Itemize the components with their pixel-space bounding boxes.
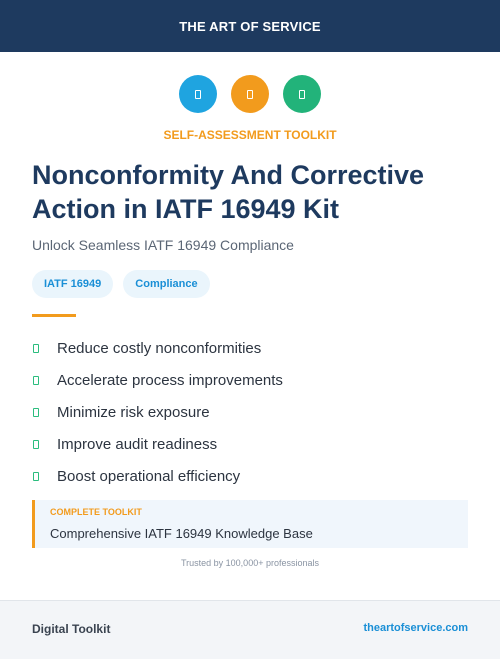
document-icon — [283, 75, 321, 113]
benefit-list: Reduce costly nonconformities Accelerate… — [32, 332, 472, 492]
list-item: Accelerate process improvements — [32, 364, 472, 396]
footer-link[interactable]: theartofservice.com — [363, 622, 468, 634]
list-item: Improve audit readiness — [32, 428, 472, 460]
benefit-label: Boost operational efficiency — [57, 467, 241, 485]
footer-label: Digital Toolkit — [32, 622, 111, 636]
callout-text: Comprehensive IATF 16949 Knowledge Base — [50, 526, 313, 541]
header-bar: THE ART OF SERVICE — [0, 0, 500, 52]
benefit-label: Minimize risk exposure — [57, 403, 210, 421]
icon-row — [0, 75, 500, 113]
benefit-label: Reduce costly nonconformities — [57, 339, 262, 357]
check-icon — [33, 343, 39, 353]
check-icon — [33, 439, 39, 449]
subtitle: Unlock Seamless IATF 16949 Compliance — [32, 237, 294, 253]
list-item: Boost operational efficiency — [32, 460, 472, 492]
accent-divider — [32, 314, 76, 317]
tag-iatf[interactable]: IATF 16949 — [32, 270, 114, 298]
list-item: Reduce costly nonconformities — [32, 332, 472, 364]
tag-list: IATF 16949 Compliance — [32, 270, 210, 298]
list-item: Minimize risk exposure — [32, 396, 472, 428]
check-icon — [33, 407, 39, 417]
tag-compliance[interactable]: Compliance — [123, 270, 210, 298]
footer-bar: Digital Toolkit theartofservice.com — [0, 600, 500, 659]
document-icon — [231, 75, 269, 113]
brand-title: THE ART OF SERVICE — [179, 18, 321, 34]
check-icon — [33, 471, 39, 481]
benefit-label: Accelerate process improvements — [57, 371, 283, 389]
callout-label: COMPLETE TOOLKIT — [50, 507, 142, 517]
trust-note: Trusted by 100,000+ professionals — [180, 558, 319, 568]
check-icon — [33, 375, 39, 385]
kicker-label: SELF-ASSESSMENT TOOLKIT — [163, 128, 337, 142]
toolkit-callout: COMPLETE TOOLKIT Comprehensive IATF 1694… — [32, 500, 468, 548]
document-icon — [179, 75, 217, 113]
page-title: Nonconformity And Corrective Action in I… — [32, 160, 425, 224]
benefit-label: Improve audit readiness — [57, 435, 218, 453]
